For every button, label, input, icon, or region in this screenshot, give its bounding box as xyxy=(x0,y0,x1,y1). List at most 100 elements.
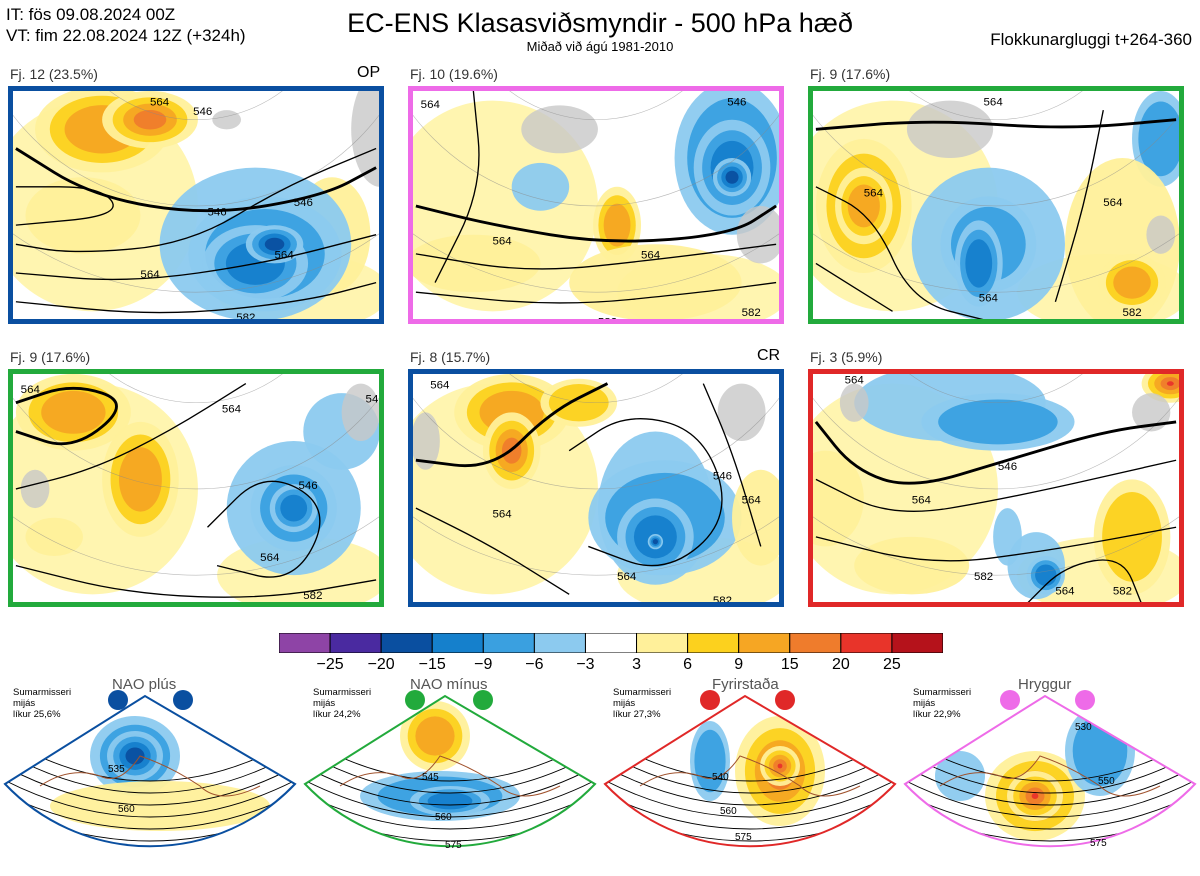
contour-label: 582 xyxy=(713,595,732,602)
page-title: EC-ENS Klasasviðsmyndir - 500 hPa hæð xyxy=(347,8,853,38)
contour-label: 564 xyxy=(864,187,884,199)
contour-label: 564 xyxy=(222,403,242,415)
panel-1-tag: OP xyxy=(357,64,381,81)
regime-note-line: Sumarmisseri xyxy=(913,687,972,698)
regime-name: NAO plús xyxy=(112,676,177,693)
anomaly-colorbar xyxy=(279,633,943,653)
panel-4-label: Fj. 9 (17.6%) xyxy=(10,349,91,365)
regime-note: Sumarmisseri mijás líkur 22,9% xyxy=(913,687,971,720)
colorbar-swatch xyxy=(891,633,943,653)
init-time: IT: fös 09.08.2024 00Z xyxy=(6,5,176,24)
contour-label: 564 xyxy=(979,293,999,305)
contour-label: 546 xyxy=(727,96,746,108)
contour-label: 546 xyxy=(299,480,318,492)
regime-contour-label: 545 xyxy=(422,772,439,783)
regime-note-line: Sumarmisseri xyxy=(313,687,372,698)
panel-5-label: Fj. 8 (15.7%) xyxy=(410,349,491,365)
page-subtitle: Miðað við ágú 1981-2010 xyxy=(526,39,674,54)
contour-label: 546 xyxy=(207,207,226,219)
regime-note: Sumarmisseri mijás líkur 25,6% xyxy=(13,687,71,720)
regime-note: Sumarmisseri mijás líkur 24,2% xyxy=(313,687,371,720)
contour-label: 582 xyxy=(236,312,255,319)
cluster-map-6: 564 546 564 582 564 582 xyxy=(808,369,1184,607)
contour-label: 546 xyxy=(366,394,379,406)
colorbar-tick-label: 9 xyxy=(734,656,744,673)
colorbar-swatch xyxy=(584,633,638,653)
colorbar-tick-label: −9 xyxy=(474,656,493,673)
regime-note-line: líkur 22,9% xyxy=(913,709,961,720)
contour-label: 582 xyxy=(974,571,993,583)
contour-label: 564 xyxy=(430,379,450,391)
cluster-map-4: 564 564 546 564 582 546 xyxy=(8,369,384,607)
contour-label: 564 xyxy=(617,571,637,583)
regime-marker xyxy=(1000,690,1020,710)
regime-contour-label: 540 xyxy=(712,772,729,783)
regime-contour-label: 560 xyxy=(720,806,737,817)
contour-label: 546 xyxy=(294,197,313,209)
colorbar-swatch xyxy=(687,633,740,653)
colorbar-tick-label: 15 xyxy=(780,656,799,673)
contour-label: 564 xyxy=(742,494,762,506)
contour-label: 564 xyxy=(912,494,932,506)
cluster-map-2: 564 546 564 564 582 582 xyxy=(408,86,784,324)
colorbar-tick-label: 6 xyxy=(683,656,693,673)
colorbar-swatch xyxy=(329,633,382,653)
colorbar-swatch xyxy=(279,633,331,653)
cluster-map-3: 564 564 564 564 582 xyxy=(808,86,1184,324)
contour-label: 564 xyxy=(140,269,160,281)
contour-label: 564 xyxy=(1103,197,1123,209)
contour-label: 564 xyxy=(275,250,295,262)
regime-note-line: mijás xyxy=(13,698,36,709)
colorbar-tick-label: 25 xyxy=(883,656,901,673)
regime-note-line: mijás xyxy=(313,698,336,709)
regime-2: 545 560 575 NAO mínus Sumarmisseri mijás líkur… xyxy=(300,676,600,871)
regime-note-line: Sumarmisseri xyxy=(613,687,672,698)
contour-label: 564 xyxy=(641,250,661,262)
regime-name: Hryggur xyxy=(1018,676,1072,693)
contour-label: 582 xyxy=(742,307,761,319)
regime-marker xyxy=(405,690,425,710)
regime-marker xyxy=(473,690,493,710)
regime-marker xyxy=(1075,690,1095,710)
panel-1-label: Fj. 12 (23.5%) xyxy=(10,66,98,82)
contour-label: 564 xyxy=(421,99,441,111)
colorbar-tick-label: −15 xyxy=(418,656,446,673)
contour-label: 582 xyxy=(1113,585,1132,597)
regime-marker xyxy=(173,690,193,710)
contour-label: 564 xyxy=(845,375,865,387)
cluster-map-1: 564 546 546 546 564 564 582 xyxy=(8,86,384,324)
contour-label: 564 xyxy=(150,96,170,108)
header-times: IT: fös 09.08.2024 00Z VT: fim 22.08.202… xyxy=(6,4,246,46)
regime-3: 540 560 575 Fyrirstaða Sumarmisseri mijás líku… xyxy=(600,676,900,871)
colorbar-tick-label: −25 xyxy=(316,656,344,673)
classification-window: Flokkunargluggi t+264-360 xyxy=(990,30,1192,49)
contour-label: 546 xyxy=(998,461,1017,473)
contour-label: 564 xyxy=(493,509,513,521)
colorbar-tick-label: 3 xyxy=(632,656,641,673)
colorbar-tick-label: −20 xyxy=(367,656,395,673)
colorbar-tick-label: −6 xyxy=(525,656,544,673)
regime-contour-label: 560 xyxy=(118,804,135,815)
panel-3-label: Fj. 9 (17.6%) xyxy=(810,66,891,82)
colorbar-swatch xyxy=(840,633,893,653)
contour-label: 564 xyxy=(21,384,41,396)
colorbar-tick-label: 20 xyxy=(831,656,850,673)
contour-label: 564 xyxy=(260,552,280,564)
panel-5-tag: CR xyxy=(757,347,781,364)
regime-note-line: Sumarmisseri xyxy=(13,687,72,698)
contour-label: 582 xyxy=(598,317,617,319)
contour-label: 582 xyxy=(1122,307,1141,319)
colorbar-tick-label: −3 xyxy=(576,656,595,673)
panel-6-label: Fj. 3 (5.9%) xyxy=(810,349,883,365)
regime-note-line: líkur 24,2% xyxy=(313,709,361,720)
contour-label: 564 xyxy=(1055,585,1075,597)
regime-marker xyxy=(108,690,128,710)
contour-label: 546 xyxy=(713,470,732,482)
colorbar-swatch xyxy=(431,633,484,653)
regime-4: 530 550 575 Hryggur Sumarmisseri mijás líkur 2… xyxy=(900,676,1200,871)
regime-note: Sumarmisseri mijás líkur 27,3% xyxy=(613,687,671,720)
colorbar-swatch xyxy=(533,633,586,653)
cluster-map-5: 564 564 546 564 582 564 xyxy=(408,369,784,607)
regime-note-line: líkur 25,6% xyxy=(13,709,61,720)
colorbar-swatch xyxy=(380,633,433,653)
